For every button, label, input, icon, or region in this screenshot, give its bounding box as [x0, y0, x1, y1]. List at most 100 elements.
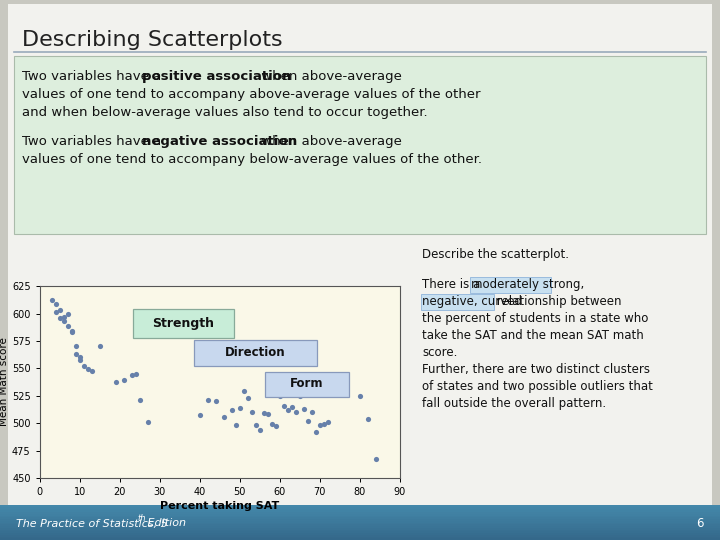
Point — [318, 420, 329, 429]
Point — [218, 412, 230, 421]
FancyBboxPatch shape — [133, 309, 234, 338]
Point — [278, 401, 289, 410]
Text: relationship between: relationship between — [492, 295, 621, 308]
Point — [230, 421, 241, 430]
FancyBboxPatch shape — [0, 516, 720, 518]
FancyBboxPatch shape — [0, 530, 720, 532]
Text: There is a: There is a — [422, 278, 484, 291]
FancyBboxPatch shape — [0, 521, 720, 523]
Point — [238, 387, 249, 396]
Point — [62, 309, 73, 318]
Text: negative association: negative association — [142, 135, 297, 148]
FancyBboxPatch shape — [0, 524, 720, 526]
Point — [226, 406, 238, 414]
Text: Two variables have a: Two variables have a — [22, 135, 166, 148]
Point — [266, 420, 277, 429]
Text: values of one tend to accompany below-average values of the other.: values of one tend to accompany below-av… — [22, 153, 482, 166]
Point — [94, 342, 105, 351]
Text: moderately strong,: moderately strong, — [471, 278, 584, 291]
Point — [282, 406, 293, 414]
FancyBboxPatch shape — [421, 294, 494, 310]
Text: Describing Scatterplots: Describing Scatterplots — [22, 30, 283, 50]
Point — [58, 317, 69, 326]
Point — [242, 394, 253, 402]
Point — [274, 392, 285, 400]
Point — [354, 392, 365, 400]
FancyBboxPatch shape — [0, 535, 720, 537]
Point — [62, 321, 73, 330]
Point — [50, 299, 61, 308]
Point — [270, 422, 282, 431]
Point — [126, 370, 138, 379]
Text: positive association: positive association — [142, 70, 292, 83]
Point — [310, 428, 321, 436]
Text: Two variables have a: Two variables have a — [22, 70, 166, 83]
Point — [286, 402, 297, 411]
FancyBboxPatch shape — [0, 509, 720, 511]
Y-axis label: Mean Math score: Mean Math score — [0, 338, 9, 427]
Text: and when below-average values also tend to occur together.: and when below-average values also tend … — [22, 106, 428, 119]
Point — [50, 308, 61, 317]
Point — [234, 403, 246, 412]
Text: of states and two possible outliers that: of states and two possible outliers that — [422, 380, 653, 393]
FancyBboxPatch shape — [0, 533, 720, 535]
Point — [54, 314, 66, 322]
FancyBboxPatch shape — [0, 519, 720, 521]
Text: 6: 6 — [696, 517, 704, 530]
Point — [258, 409, 269, 417]
Point — [262, 410, 274, 418]
FancyBboxPatch shape — [0, 507, 720, 509]
FancyBboxPatch shape — [0, 528, 720, 530]
Point — [74, 355, 86, 364]
Text: Describe the scatterplot.: Describe the scatterplot. — [422, 248, 569, 261]
Text: th: th — [138, 514, 146, 523]
Text: when above-average: when above-average — [256, 135, 401, 148]
FancyBboxPatch shape — [0, 526, 720, 528]
Point — [66, 327, 77, 335]
FancyBboxPatch shape — [0, 523, 720, 525]
Point — [298, 404, 310, 413]
Point — [46, 296, 58, 305]
Point — [134, 396, 145, 404]
Text: Edition: Edition — [144, 518, 186, 529]
Point — [306, 408, 318, 416]
Point — [370, 455, 382, 464]
Point — [66, 328, 77, 336]
Point — [322, 418, 333, 427]
Point — [130, 369, 141, 378]
Point — [110, 377, 122, 386]
Text: score.: score. — [422, 346, 457, 359]
Point — [70, 342, 81, 351]
Point — [202, 396, 213, 404]
Point — [302, 417, 313, 426]
FancyBboxPatch shape — [0, 505, 720, 507]
Point — [70, 350, 81, 359]
Text: fall outside the overall pattern.: fall outside the overall pattern. — [422, 397, 606, 410]
Point — [246, 408, 257, 416]
Point — [290, 408, 302, 416]
FancyBboxPatch shape — [0, 537, 720, 539]
Text: take the SAT and the mean SAT math: take the SAT and the mean SAT math — [422, 329, 644, 342]
Text: the percent of students in a state who: the percent of students in a state who — [422, 312, 649, 325]
FancyBboxPatch shape — [469, 277, 552, 293]
Text: Form: Form — [290, 377, 324, 390]
Point — [362, 414, 374, 423]
Text: The Practice of Statistics, 5: The Practice of Statistics, 5 — [16, 518, 168, 529]
FancyBboxPatch shape — [0, 514, 720, 516]
Text: negative, curved: negative, curved — [422, 295, 522, 308]
Text: Further, there are two distinct clusters: Further, there are two distinct clusters — [422, 363, 650, 376]
FancyBboxPatch shape — [0, 531, 720, 534]
Point — [74, 353, 86, 362]
Point — [58, 313, 69, 321]
Text: values of one tend to accompany above-average values of the other: values of one tend to accompany above-av… — [22, 88, 480, 101]
Point — [314, 421, 325, 430]
FancyBboxPatch shape — [0, 538, 720, 540]
FancyBboxPatch shape — [0, 512, 720, 514]
Point — [254, 426, 266, 434]
FancyBboxPatch shape — [14, 56, 706, 234]
Text: Strength: Strength — [153, 317, 215, 330]
Point — [78, 362, 89, 370]
Text: when above-average: when above-average — [256, 70, 401, 83]
Text: Direction: Direction — [225, 346, 286, 359]
Point — [194, 411, 205, 420]
